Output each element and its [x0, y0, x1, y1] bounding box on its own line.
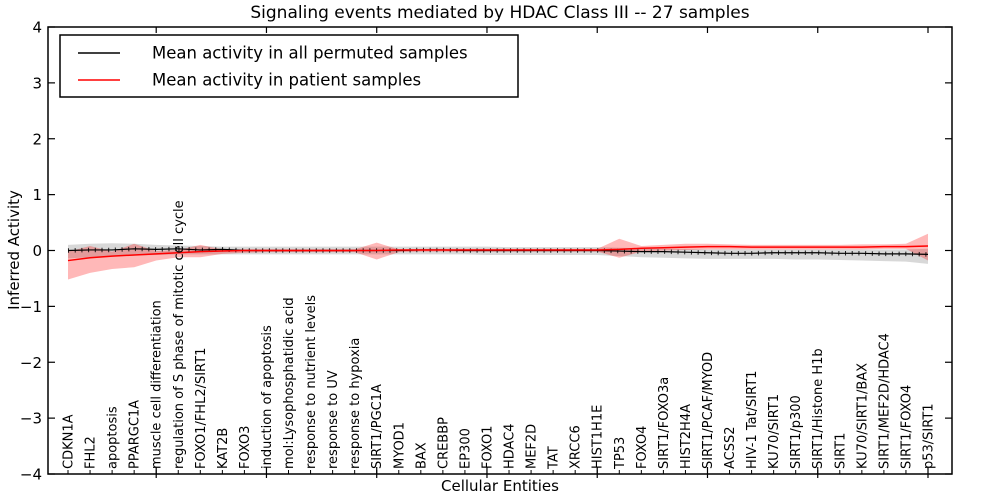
legend-label: Mean activity in patient samples [152, 71, 421, 90]
x-category-label: SIRT1/PCAF/MYOD [701, 352, 716, 469]
x-category-label: ACSS2 [723, 426, 738, 469]
legend-label: Mean activity in all permuted samples [152, 44, 468, 63]
x-category-label: KAT2B [216, 428, 231, 469]
x-axis-label: Cellular Entities [441, 477, 559, 495]
x-category-label: CDKN1A [62, 414, 77, 469]
x-category-label: PPARGC1A [128, 400, 143, 469]
x-category-label: muscle cell differentiation [150, 300, 165, 469]
x-category-label: HDAC4 [503, 423, 518, 469]
x-category-label: response to UV [326, 370, 341, 469]
x-category-label: SIRT1/p300 [789, 395, 804, 469]
x-category-label: HIST1H1E [591, 405, 606, 469]
x-category-label: apoptosis [106, 406, 121, 469]
patient-mean-line [67, 245, 929, 262]
chart-title: Signaling events mediated by HDAC Class … [250, 3, 750, 23]
y-tick-label: 2 [32, 130, 42, 148]
y-tick-label: 3 [32, 74, 42, 92]
band-series-1 [68, 233, 928, 280]
x-category-label: HIV-1 Tat/SIRT1 [745, 371, 760, 469]
x-category-label: p53/SIRT1 [922, 403, 937, 469]
x-category-label: FOXO1/FHL2/SIRT1 [194, 348, 209, 469]
x-category-label: induction of apoptosis [260, 325, 275, 469]
x-category-label: HIST2H4A [679, 404, 694, 469]
x-category-label: response to hypoxia [348, 338, 363, 469]
x-category-label: TP53 [613, 437, 628, 470]
x-category-label: BAX [414, 442, 429, 469]
x-category-label: FOXO1 [480, 426, 495, 469]
x-category-label: EP300 [458, 428, 473, 469]
y-tick-label: −4 [20, 466, 42, 484]
x-category-label: XRCC6 [569, 425, 584, 469]
y-tick-label: −2 [20, 354, 42, 372]
x-category-label: TAT [547, 446, 562, 470]
x-category-label: CREBBP [436, 417, 451, 469]
x-category-label: SIRT1/Histone H1b [811, 348, 826, 469]
x-category-label: SIRT1/FOXO3a [657, 377, 672, 469]
x-category-label: MYOD1 [392, 422, 407, 469]
x-category-label: SIRT1 [833, 433, 848, 469]
legend-box [59, 34, 519, 98]
x-category-label: mol:Lysophosphatidic acid [282, 297, 297, 469]
x-category-label: SIRT1/MEF2D/HDAC4 [877, 333, 892, 469]
x-category-label: regulation of S phase of mitotic cell cy… [172, 200, 187, 469]
x-category-label: MEF2D [525, 424, 540, 469]
x-category-label: FOXO4 [635, 426, 650, 469]
x-category-label: response to nutrient levels [304, 295, 319, 469]
x-category-label: KU70/SIRT1 [767, 394, 782, 469]
x-category-label: SIRT1/PGC1A [370, 384, 385, 469]
y-tick-label: −3 [20, 410, 42, 428]
y-tick-label: 1 [32, 186, 42, 204]
y-tick-label: 0 [32, 242, 42, 260]
x-category-label: SIRT1/FOXO4 [899, 385, 914, 469]
x-category-label: KU70/SIRT1/BAX [855, 363, 870, 469]
x-category-label: FHL2 [84, 436, 99, 469]
y-tick-label: −1 [20, 298, 42, 316]
x-category-label: FOXO3 [238, 426, 253, 469]
y-tick-label: 4 [32, 19, 42, 37]
